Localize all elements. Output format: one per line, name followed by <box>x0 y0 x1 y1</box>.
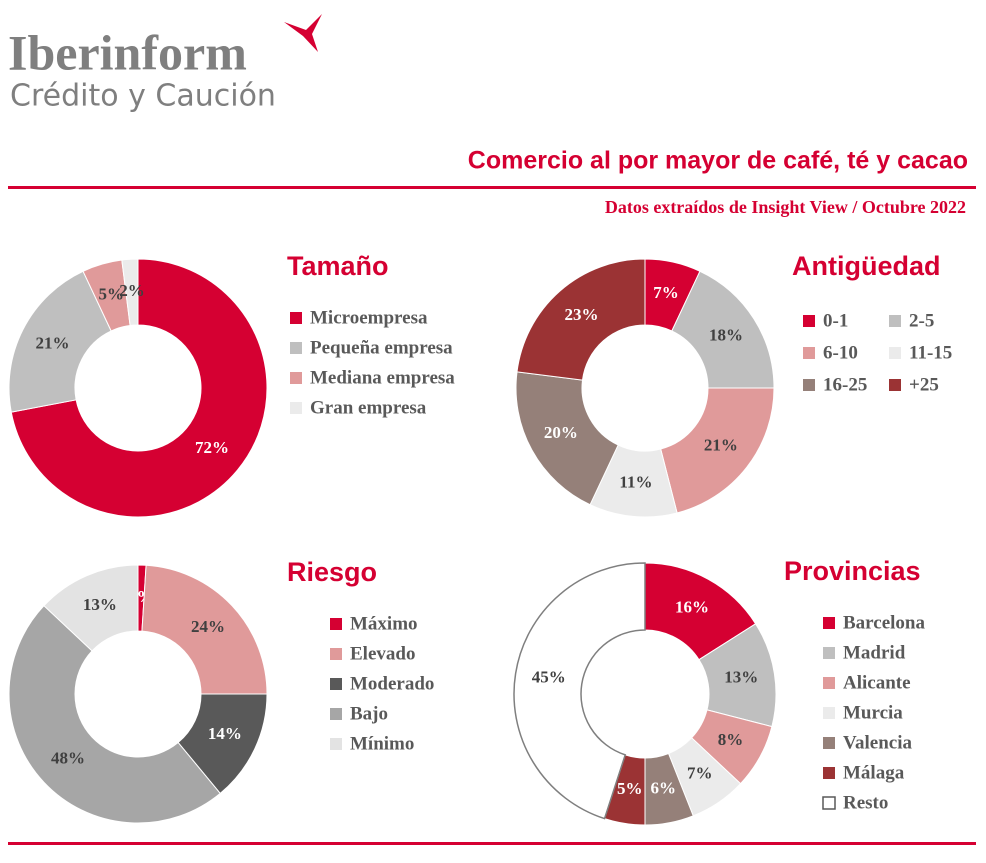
legend-swatch <box>889 315 901 327</box>
value-label: 13% <box>83 595 117 614</box>
value-label: 14% <box>208 724 242 743</box>
legend-swatch <box>822 796 836 810</box>
donut-segment <box>671 270 775 389</box>
legend-swatch <box>823 617 835 629</box>
legend-swatch <box>290 312 302 324</box>
legend-swatch <box>290 342 302 354</box>
legend-label: +25 <box>909 374 939 395</box>
value-label: 72% <box>195 438 229 457</box>
legend-swatch <box>823 767 835 779</box>
legend-swatch <box>330 678 342 690</box>
legend-swatch <box>823 707 835 719</box>
value-label: 24% <box>191 617 225 636</box>
value-label: 20% <box>544 423 578 442</box>
legend-label: Máximo <box>350 613 418 634</box>
donut-segment <box>141 564 268 695</box>
chart-title: Riesgo <box>287 557 377 587</box>
value-label: 5% <box>617 779 643 798</box>
value-label: 21% <box>704 436 738 455</box>
legend-label: 6-10 <box>823 342 858 363</box>
value-label: 7% <box>687 764 713 783</box>
subtitle: Datos extraídos de Insight View / Octubr… <box>605 197 966 217</box>
legend-swatch <box>889 379 901 391</box>
legend-label: Barcelona <box>843 612 925 633</box>
legend-label: Resto <box>843 792 888 813</box>
value-label: 16% <box>675 597 709 616</box>
logo-mark <box>284 14 322 52</box>
legend-label: 11-15 <box>909 342 952 363</box>
chart-title: Antigüedad <box>792 251 941 281</box>
value-label: 45% <box>532 668 566 687</box>
legend-swatch <box>803 315 815 327</box>
legend-swatch <box>330 648 342 660</box>
legend-label: 2-5 <box>909 310 934 331</box>
chart-title: Tamaño <box>287 251 389 281</box>
value-label: 21% <box>35 333 69 352</box>
legend-label: Moderado <box>350 673 434 694</box>
legend-swatch <box>290 372 302 384</box>
value-label: 18% <box>709 325 743 344</box>
legend-label: Microempresa <box>310 307 428 328</box>
legend-label: Valencia <box>843 732 912 753</box>
legend-swatch <box>803 379 815 391</box>
legend-label: Alicante <box>843 672 911 693</box>
tagline: Crédito y Caución <box>10 79 276 114</box>
legend-swatch <box>330 618 342 630</box>
legend-swatch <box>823 737 835 749</box>
legend-swatch <box>823 677 835 689</box>
legend-label: Pequeña empresa <box>310 337 453 358</box>
page-title: Comercio al por mayor de café, té y caca… <box>468 147 968 175</box>
donut-segment <box>121 258 139 327</box>
donut-segment <box>660 387 775 514</box>
legend-swatch <box>889 347 901 359</box>
value-label: 13% <box>724 668 758 687</box>
donut-segment <box>516 258 646 381</box>
legend-label: Madrid <box>843 642 906 663</box>
value-label: 7% <box>653 283 679 302</box>
legend-label: 0-1 <box>823 310 848 331</box>
legend-swatch <box>330 738 342 750</box>
donut-segment <box>515 371 619 506</box>
legend-label: Mediana empresa <box>310 367 455 388</box>
rule <box>8 186 976 189</box>
legend-swatch <box>330 708 342 720</box>
rule <box>8 842 976 845</box>
legend-swatch <box>290 402 302 414</box>
value-label: 6% <box>651 779 677 798</box>
legend-label: Elevado <box>350 643 415 664</box>
value-label: 48% <box>51 749 85 768</box>
value-label: 23% <box>565 305 599 324</box>
donut-segment <box>43 564 139 652</box>
legend-swatch <box>823 647 835 659</box>
donut-segment <box>8 604 221 824</box>
legend-label: 16-25 <box>823 374 867 395</box>
legend-swatch <box>803 347 815 359</box>
legend-label: Murcia <box>843 702 903 723</box>
donut-segment <box>8 270 112 413</box>
legend-label: Bajo <box>350 703 388 724</box>
brand: Iberinform <box>8 24 247 80</box>
legend-label: Gran empresa <box>310 397 427 418</box>
donut-segment <box>513 562 646 820</box>
value-label: 5% <box>98 285 124 304</box>
value-label: 2% <box>119 281 145 300</box>
chart-title: Provincias <box>784 556 921 586</box>
value-label: 11% <box>619 472 652 491</box>
donut-segment <box>10 258 268 518</box>
legend-label: Mínimo <box>350 733 414 754</box>
value-label: 8% <box>718 730 744 749</box>
legend-label: Málaga <box>843 762 905 783</box>
